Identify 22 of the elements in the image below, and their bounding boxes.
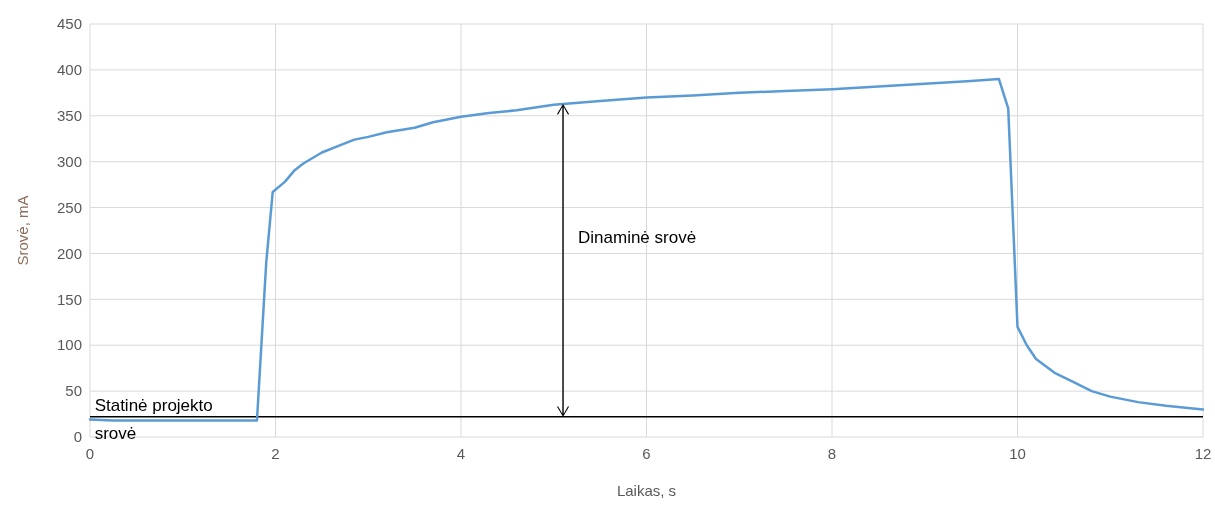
y-tick-label: 150: [56, 290, 82, 308]
line-series: [88, 77, 1205, 422]
x-tick-label: 2: [271, 445, 280, 462]
annotation: Statinė projekto srovė: [94, 395, 213, 443]
y-tick-label: 0: [73, 428, 82, 446]
y-tick-label: 50: [65, 382, 82, 400]
x-tick-label: 4: [456, 445, 466, 462]
y-tick-label: 350: [56, 107, 82, 125]
annotation: Dinaminė srovė: [578, 227, 697, 247]
x-tick-label: 6: [642, 445, 651, 462]
y-axis-title: Srovė, mA: [14, 195, 31, 266]
y-tick-label: 250: [56, 198, 82, 216]
x-axis-title: Laikas, s: [616, 482, 677, 499]
y-tick-label: 300: [56, 152, 82, 170]
y-tick-label: 400: [56, 61, 82, 79]
y-tick-label: 200: [56, 244, 82, 262]
x-tick-label: 8: [827, 445, 837, 462]
x-tick-label: 0: [85, 445, 95, 462]
x-tick-label: 10: [1009, 445, 1026, 462]
y-tick-label: 100: [56, 336, 82, 354]
y-tick-label: 450: [56, 15, 82, 33]
x-tick-label: 12: [1194, 445, 1212, 462]
